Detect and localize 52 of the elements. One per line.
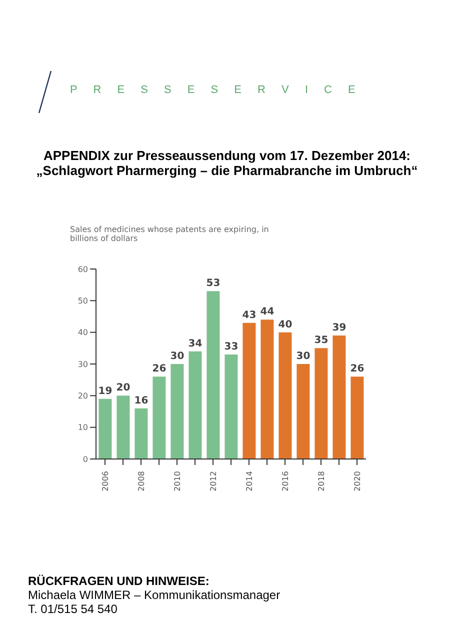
x-tick-label: 2016 — [281, 471, 290, 492]
bar — [224, 354, 238, 459]
bar — [332, 336, 346, 459]
bar — [206, 291, 220, 459]
bar — [242, 322, 256, 459]
x-tick-label: 2006 — [101, 471, 110, 492]
x-tick-label: 2018 — [317, 471, 326, 492]
text: T. 01/515 54 540 — [28, 602, 118, 616]
chart-title: APPENDIX zur Presseaussendung vom 17. Dezember 2014: — [42, 148, 412, 163]
data-label: 44 — [260, 306, 274, 318]
data-label: 26 — [350, 364, 364, 375]
y-tick-label: 20 — [78, 392, 88, 401]
data-label: 20 — [116, 382, 130, 394]
data-label: 19 — [98, 386, 112, 397]
bar — [170, 364, 184, 459]
y-tick-label: 30 — [78, 360, 88, 369]
bar — [350, 376, 364, 459]
y-tick-label: 40 — [78, 328, 88, 338]
data-label: 16 — [134, 395, 148, 406]
data-label: 39 — [332, 322, 346, 334]
bar — [152, 376, 166, 459]
y-tick-label: 10 — [78, 423, 88, 432]
data-label: 26 — [152, 364, 166, 375]
chart-subtitle: „Schlagwort Pharmerging – die Pharmabranche im Umbruch“ — [35, 163, 419, 178]
data-label: 33 — [224, 342, 238, 352]
y-tick-label: 50 — [78, 296, 88, 306]
bar — [98, 398, 112, 459]
bar — [188, 351, 202, 459]
data-label: 30 — [170, 351, 184, 362]
bar — [134, 408, 148, 459]
data-label: 35 — [314, 335, 328, 346]
x-tick-label: 2010 — [173, 471, 182, 492]
bar — [296, 364, 310, 459]
y-tick-label: 0 — [82, 454, 88, 464]
data-label: 53 — [206, 278, 220, 290]
x-tick-label: 2008 — [137, 471, 146, 492]
bar — [314, 348, 328, 459]
x-tick-label: 2014 — [245, 471, 254, 492]
bar — [116, 396, 130, 459]
text: P R E S S E S E R V I C E — [70, 84, 356, 96]
text: RÜCKFRAGEN UND HINWEISE: — [28, 574, 210, 588]
x-tick-label: 2012 — [209, 471, 218, 492]
data-label: 43 — [242, 310, 256, 321]
bar — [260, 320, 274, 459]
data-label: 30 — [296, 351, 310, 362]
data-label: 40 — [278, 319, 292, 330]
bar — [278, 332, 292, 459]
text: Michaela WIMMER – Kommunikationsmanager — [28, 588, 280, 602]
y-axis-title: Sales of medicines whose patents are expiring, in billions of dollars — [70, 225, 270, 243]
x-tick-label: 2020 — [353, 471, 362, 492]
y-tick-label: 60 — [78, 264, 88, 274]
data-label: 34 — [188, 338, 202, 350]
